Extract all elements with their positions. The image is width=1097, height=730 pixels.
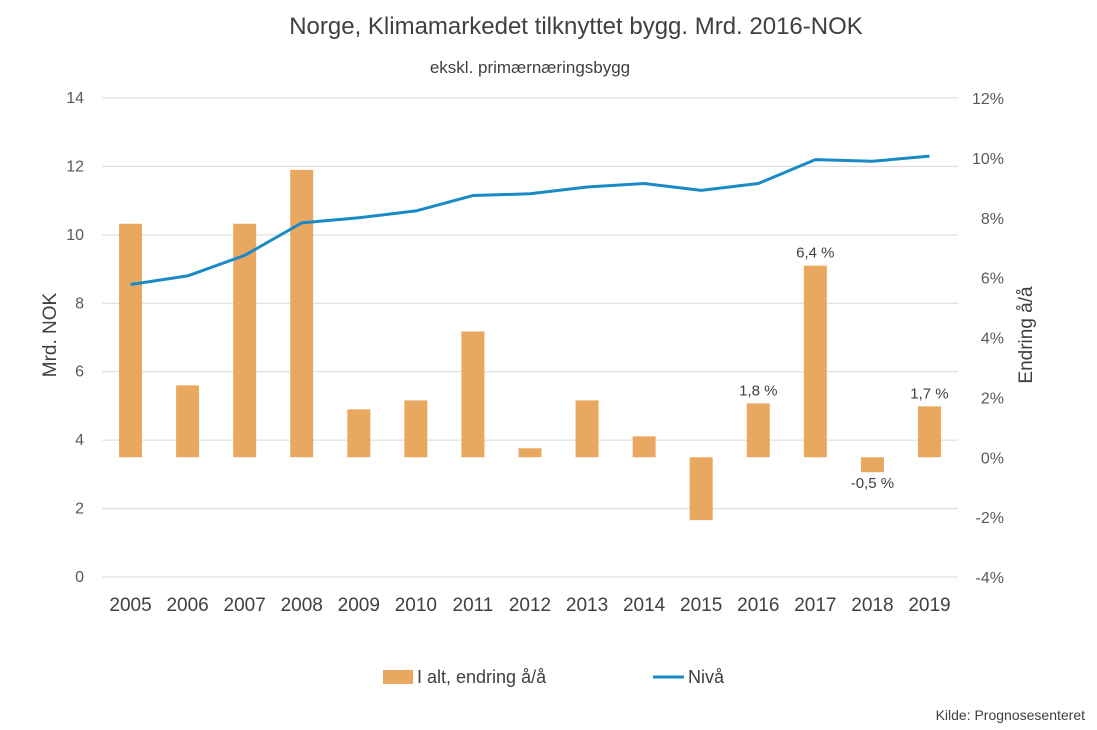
x-tick-label: 2019 bbox=[908, 595, 950, 616]
x-tick-label: 2008 bbox=[281, 595, 323, 616]
left-tick-label: 2 bbox=[75, 501, 84, 518]
x-tick-label: 2009 bbox=[338, 595, 380, 616]
bar bbox=[860, 457, 884, 473]
bar-series bbox=[119, 169, 941, 521]
left-tick-label: 4 bbox=[75, 432, 84, 449]
legend-line-label: Nivå bbox=[688, 667, 725, 687]
chart-subtitle: ekskl. primærnæringsbygg bbox=[430, 58, 630, 77]
x-tick-label: 2014 bbox=[623, 595, 666, 616]
right-tick-label: 0% bbox=[981, 450, 1004, 467]
x-tick-label: 2012 bbox=[509, 595, 551, 616]
right-tick-label: 2% bbox=[981, 390, 1004, 407]
left-tick-label: 12 bbox=[66, 158, 84, 175]
bar bbox=[689, 457, 713, 521]
x-tick-label: 2016 bbox=[737, 595, 779, 616]
x-tick-label: 2017 bbox=[794, 595, 836, 616]
x-tick-label: 2006 bbox=[166, 595, 208, 616]
bar bbox=[176, 385, 200, 458]
x-tick-label: 2011 bbox=[453, 595, 494, 616]
x-axis-ticks: 2005 2006 2007 2008 2009 2010 2011 2012 2013 2014… bbox=[109, 595, 950, 616]
legend-bar-label: I alt, endring å/å bbox=[417, 667, 547, 687]
x-tick-label: 2010 bbox=[395, 595, 437, 616]
right-axis-ticks: -4% -2% 0% 2% 4% 6% 8% 10% 12% bbox=[972, 91, 1004, 587]
left-tick-label: 8 bbox=[75, 295, 84, 312]
bar bbox=[518, 448, 542, 458]
x-tick-label: 2007 bbox=[224, 595, 266, 616]
bar bbox=[575, 400, 599, 458]
right-tick-label: 8% bbox=[981, 211, 1004, 228]
level-line bbox=[130, 154, 930, 286]
right-axis-label: Endring å/å bbox=[1016, 286, 1037, 384]
left-axis-ticks: 0 2 4 6 8 10 12 14 bbox=[66, 90, 84, 586]
left-tick-label: 14 bbox=[66, 90, 84, 107]
bar bbox=[461, 331, 485, 458]
chart-title: Norge, Klimamarkedet tilknyttet bygg. Mr… bbox=[289, 13, 863, 40]
left-tick-label: 0 bbox=[75, 569, 84, 586]
right-tick-label: 4% bbox=[981, 331, 1004, 348]
x-tick-label: 2015 bbox=[680, 595, 722, 616]
bar bbox=[290, 169, 314, 458]
x-tick-label: 2013 bbox=[566, 595, 608, 616]
left-tick-label: 6 bbox=[75, 364, 84, 381]
bar bbox=[347, 409, 371, 458]
gridlines bbox=[102, 97, 958, 578]
bar bbox=[233, 223, 257, 458]
right-tick-label: -2% bbox=[976, 510, 1004, 527]
bar-data-label: 6,4 % bbox=[796, 245, 834, 262]
bar bbox=[632, 436, 656, 458]
bar bbox=[803, 265, 827, 458]
left-tick-label: 10 bbox=[66, 227, 84, 244]
bar-data-label: -0,5 % bbox=[851, 475, 894, 492]
legend-bar-swatch bbox=[383, 670, 413, 684]
right-tick-label: 10% bbox=[972, 151, 1004, 168]
legend: I alt, endring å/å Nivå bbox=[383, 667, 725, 687]
source-note: Kilde: Prognosesenteret bbox=[936, 707, 1086, 723]
data-labels: 1,8 % 6,4 % -0,5 % 1,7 % bbox=[739, 245, 949, 493]
bar bbox=[917, 406, 941, 458]
bar-data-label: 1,8 % bbox=[739, 382, 777, 399]
right-tick-label: 12% bbox=[972, 91, 1004, 108]
bar bbox=[746, 403, 770, 458]
x-tick-label: 2005 bbox=[109, 595, 151, 616]
line-series bbox=[130, 154, 930, 286]
x-tick-label: 2018 bbox=[851, 595, 893, 616]
bar bbox=[404, 400, 428, 458]
right-tick-label: 6% bbox=[981, 271, 1004, 288]
bar-data-label: 1,7 % bbox=[910, 385, 948, 402]
bar bbox=[119, 223, 143, 458]
left-axis-label: Mrd. NOK bbox=[40, 292, 61, 377]
right-tick-label: -4% bbox=[976, 570, 1004, 587]
